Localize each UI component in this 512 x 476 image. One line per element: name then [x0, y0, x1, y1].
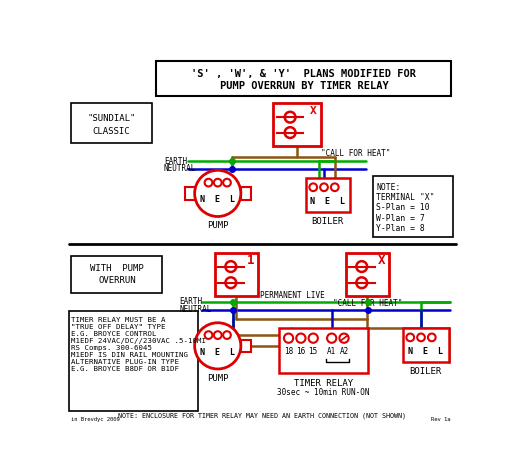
Circle shape [327, 334, 336, 343]
Circle shape [225, 278, 236, 288]
FancyBboxPatch shape [273, 103, 321, 146]
Circle shape [309, 183, 317, 191]
FancyBboxPatch shape [216, 254, 258, 296]
FancyBboxPatch shape [241, 340, 251, 352]
FancyBboxPatch shape [72, 256, 162, 293]
Circle shape [285, 112, 295, 123]
Text: 1: 1 [247, 254, 254, 267]
Circle shape [417, 334, 425, 341]
FancyBboxPatch shape [373, 177, 453, 237]
FancyBboxPatch shape [185, 187, 195, 199]
Text: 15: 15 [309, 347, 318, 356]
FancyBboxPatch shape [69, 311, 199, 411]
Circle shape [407, 334, 414, 341]
Circle shape [205, 331, 212, 339]
Circle shape [296, 334, 306, 343]
Circle shape [356, 261, 367, 272]
Text: N  E  L: N E L [200, 347, 235, 357]
Text: EARTH: EARTH [164, 157, 187, 166]
Text: 18: 18 [284, 347, 293, 356]
Text: WITH  PUMP: WITH PUMP [90, 264, 144, 273]
Text: NOTE: ENCLOSURE FOR TIMER RELAY MAY NEED AN EARTH CONNECTION (NOT SHOWN): NOTE: ENCLOSURE FOR TIMER RELAY MAY NEED… [118, 413, 407, 419]
Text: 30sec ~ 10min RUN-ON: 30sec ~ 10min RUN-ON [277, 388, 370, 397]
Circle shape [284, 334, 293, 343]
Text: A2: A2 [339, 347, 349, 356]
Circle shape [214, 331, 222, 339]
Text: 'S' , 'W', & 'Y'  PLANS MODIFIED FOR: 'S' , 'W', & 'Y' PLANS MODIFIED FOR [191, 69, 416, 79]
FancyBboxPatch shape [280, 328, 368, 373]
Text: CLASSIC: CLASSIC [93, 127, 130, 136]
FancyBboxPatch shape [156, 61, 451, 97]
Text: PERMANENT LIVE: PERMANENT LIVE [260, 291, 325, 300]
Text: BOILER: BOILER [410, 367, 442, 376]
FancyBboxPatch shape [241, 187, 251, 199]
Text: NEUTRAL: NEUTRAL [179, 305, 211, 314]
Text: NEUTRAL: NEUTRAL [164, 164, 196, 173]
Text: EARTH: EARTH [179, 298, 202, 307]
Text: PUMP OVERRUN BY TIMER RELAY: PUMP OVERRUN BY TIMER RELAY [220, 80, 389, 90]
Circle shape [195, 170, 241, 217]
Circle shape [339, 334, 349, 343]
Text: N  E  L: N E L [408, 347, 443, 356]
Text: X: X [310, 106, 316, 116]
Circle shape [223, 179, 231, 187]
Text: in Brevdyc 2009: in Brevdyc 2009 [72, 417, 120, 422]
Circle shape [225, 261, 236, 272]
Text: TIMER RELAY MUST BE A
"TRUE OFF DELAY" TYPE
E.G. BROYCE CONTROL
M1EDF 24VAC/DC//: TIMER RELAY MUST BE A "TRUE OFF DELAY" T… [72, 317, 206, 372]
Circle shape [320, 183, 328, 191]
FancyBboxPatch shape [306, 178, 350, 212]
Circle shape [356, 278, 367, 288]
FancyBboxPatch shape [185, 340, 195, 352]
Text: N  E  L: N E L [200, 195, 235, 204]
Text: PUMP: PUMP [207, 374, 228, 383]
Circle shape [428, 334, 436, 341]
Text: BOILER: BOILER [312, 217, 344, 226]
Circle shape [285, 127, 295, 138]
Text: "SUNDIAL": "SUNDIAL" [87, 114, 136, 123]
Circle shape [205, 179, 212, 187]
FancyBboxPatch shape [346, 254, 389, 296]
Text: Rev 1a: Rev 1a [431, 417, 450, 422]
Text: 16: 16 [296, 347, 306, 356]
Text: "CALL FOR HEAT": "CALL FOR HEAT" [333, 299, 402, 308]
Text: TIMER RELAY: TIMER RELAY [294, 379, 353, 388]
Text: "CALL FOR HEAT": "CALL FOR HEAT" [321, 149, 390, 158]
Circle shape [309, 334, 318, 343]
Text: A1: A1 [327, 347, 336, 356]
Circle shape [214, 179, 222, 187]
Text: N  E  L: N E L [310, 197, 346, 206]
Text: OVERRUN: OVERRUN [98, 276, 136, 285]
Circle shape [331, 183, 338, 191]
FancyBboxPatch shape [72, 103, 152, 143]
Text: NOTE:
TERMINAL "X"
S-Plan = 10
W-Plan = 7
Y-Plan = 8: NOTE: TERMINAL "X" S-Plan = 10 W-Plan = … [376, 183, 435, 233]
Circle shape [223, 331, 231, 339]
Text: PUMP: PUMP [207, 221, 228, 230]
Circle shape [195, 323, 241, 369]
Text: X: X [378, 254, 386, 267]
FancyBboxPatch shape [402, 328, 449, 362]
